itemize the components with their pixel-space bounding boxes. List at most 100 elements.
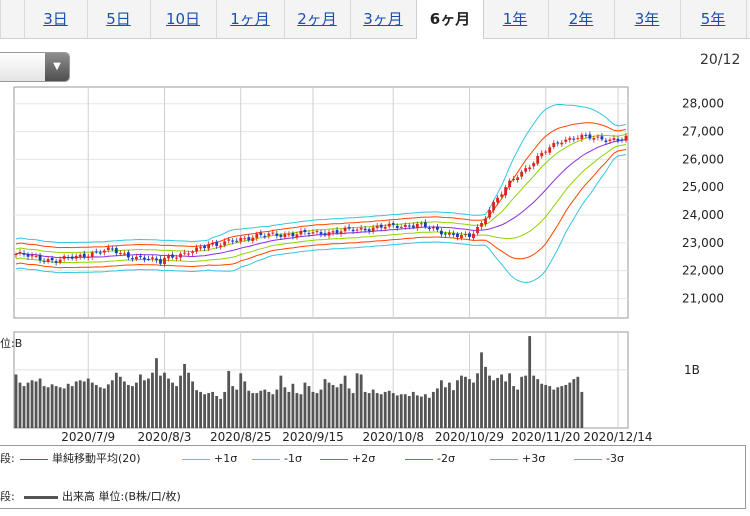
price-y-axis: 28,000 27,000 26,000 25,000 24,000 23,000 22,0… [682,97,724,306]
candle-body [343,227,347,232]
volume-bar [339,383,343,428]
tab-2m[interactable]: 2ヶ月 [284,0,351,38]
price-tick-label: 26,000 [682,152,724,166]
price-tick-label: 21,000 [682,292,724,306]
volume-bar [231,386,235,428]
candle-body [287,234,291,236]
candle-body [403,224,407,227]
candle-body [18,252,22,254]
legend-item-5: +3σ [490,451,545,467]
candle-body [90,252,94,257]
date-range-label: 20/12 [700,52,741,68]
candle-body [576,138,580,140]
volume-bar [423,394,427,428]
candle-body [155,258,158,261]
candle-body [303,230,307,232]
candle-body [323,233,327,236]
candle-body [363,228,367,231]
legend-row1-prefix: 段: [0,452,15,465]
tab-1y[interactable]: 1年 [482,0,549,38]
price-tick-label: 24,000 [682,208,724,222]
tab-5y[interactable]: 5年 [680,0,747,38]
tab-5d[interactable]: 5日 [87,0,151,38]
candle-body [307,233,311,235]
volume-bar [415,395,419,428]
volume-bar [82,381,86,428]
volume-bar [355,373,359,428]
candle-body [263,235,267,237]
volume-bar [379,394,383,428]
candle-body [387,223,391,227]
volume-bar [411,391,415,428]
volume-bar [22,386,26,428]
price-plot-frame [13,86,629,319]
indicator-dropdown[interactable]: ▼ [0,52,70,82]
legend-swatch [405,458,433,460]
x-tick-label: 2020/11/20 [511,430,580,444]
volume-bar [439,380,443,428]
volume-bar [448,382,451,428]
tab-6m[interactable]: 6ヶ月 [416,0,484,39]
volume-bar [524,375,528,428]
candle-body [102,250,106,253]
candle-body [82,253,86,258]
volume-bar [34,381,38,428]
candle-body [235,240,239,242]
volume-bar [427,397,431,428]
legend-swatch [20,458,48,460]
volume-bar [30,380,34,428]
volume-bar [66,383,70,428]
candle-body [468,233,471,238]
volume-bar [130,386,134,428]
candle-body [612,138,616,141]
candle-body [203,246,207,249]
volume-bar [74,381,78,428]
legend-volume-swatch [24,495,58,499]
volume-bar [387,390,391,428]
candle-body [34,255,38,257]
candle-body [395,225,399,228]
candle-body [147,258,150,260]
candle-body [143,257,146,260]
volume-bar [267,391,271,428]
candle-body [616,138,620,141]
volume-bar [46,387,50,428]
tab-10d[interactable]: 10日 [150,0,217,38]
legend-volume: 出来高 単位:(B株/口/枚) [24,489,181,505]
legend-row2-prefix: 段: [0,490,15,503]
candle-body [279,234,283,237]
legend-label: +1σ [214,452,238,465]
candle-body [488,210,491,218]
triangle-down-icon[interactable]: ▼ [45,53,69,81]
volume-bar [556,387,560,428]
volume-bar [560,386,564,428]
tab-3d[interactable]: 3日 [24,0,88,38]
candle-body [548,147,552,153]
volume-bar [407,396,411,428]
tab-3y[interactable]: 3年 [614,0,681,38]
x-tick-label: 2020/10/8 [362,430,424,444]
tab-2y[interactable]: 2年 [548,0,615,38]
volume-bar [468,379,471,428]
legend-label: -2σ [437,452,455,465]
volume-bar [106,384,110,428]
volume-bar [243,381,247,428]
tab-1m[interactable]: 1ヶ月 [216,0,285,38]
candle-body [78,254,82,257]
candle-body [319,232,323,235]
volume-bar [480,352,483,428]
candle-body [528,167,532,170]
candle-body [122,253,126,255]
candle-body [516,177,520,181]
volume-bar [383,391,387,428]
volume-bar [155,358,158,428]
candle-body [564,139,568,142]
legend-item-0: 単純移動平均(20) [20,451,141,467]
volume-bar [78,380,82,428]
volume-bar [62,388,66,428]
candle-body [219,245,223,247]
volume-bar [331,384,335,428]
candle-body [415,223,419,229]
candle-body [624,135,628,141]
candle-body [42,260,46,262]
